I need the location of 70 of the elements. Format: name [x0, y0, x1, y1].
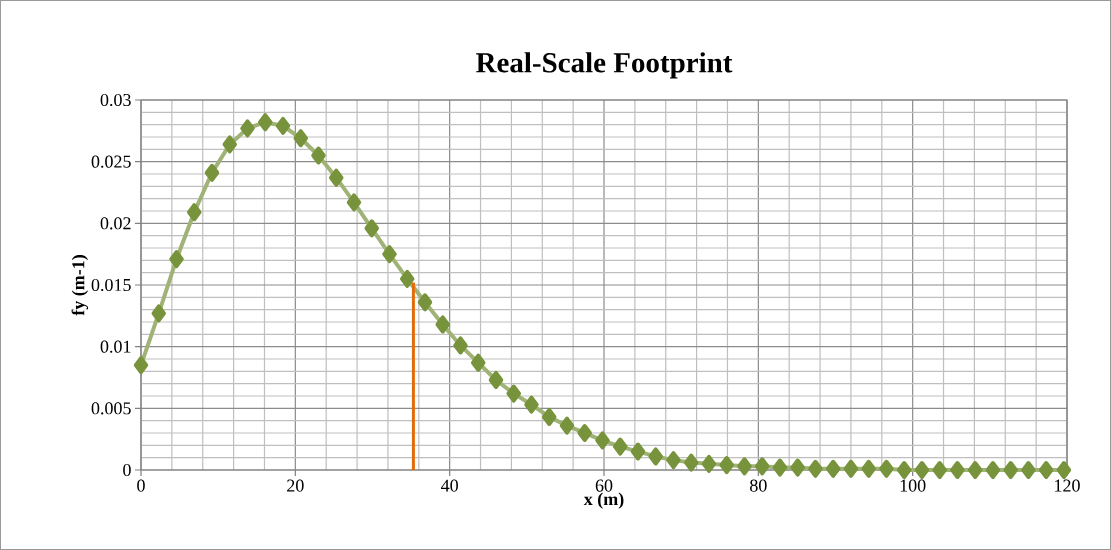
point: [772, 458, 788, 477]
point: [1038, 461, 1054, 479]
y-tick-label: 0: [123, 463, 131, 477]
point: [577, 424, 592, 442]
point: [808, 459, 823, 478]
point: [275, 116, 291, 135]
point: [417, 293, 433, 312]
point: [737, 457, 752, 476]
x-tick-label: 20: [287, 479, 304, 492]
point: [204, 163, 220, 182]
chart-title: Real-Scale Footprint: [476, 52, 733, 79]
point: [1056, 461, 1072, 479]
point: [967, 461, 983, 479]
point: [240, 119, 255, 138]
point: [879, 459, 894, 478]
point: [719, 456, 734, 475]
point: [293, 129, 308, 148]
point: [169, 250, 184, 269]
point: [488, 370, 504, 389]
point: [364, 219, 379, 238]
point: [453, 336, 468, 355]
point: [151, 304, 166, 323]
x-axis-title: x (m): [583, 492, 624, 509]
y-tick-label: 0.005: [91, 402, 131, 415]
point: [896, 461, 912, 479]
point: [1003, 461, 1018, 479]
y-tick-label: 0.03: [100, 93, 131, 107]
y-axis-title: fy (m-1): [71, 255, 89, 316]
point: [133, 356, 149, 375]
point: [861, 459, 876, 478]
point: [932, 461, 947, 479]
point: [524, 395, 539, 414]
x-tick-label: 100: [900, 479, 926, 492]
point: [648, 447, 663, 466]
x-tick-label: 40: [441, 479, 458, 492]
point: [950, 461, 965, 479]
point: [346, 193, 362, 212]
point: [399, 269, 415, 288]
point: [435, 315, 450, 334]
point: [595, 431, 610, 450]
point: [382, 245, 397, 264]
y-tick-label: 0.015: [91, 278, 131, 292]
point: [222, 135, 237, 154]
point: [630, 442, 646, 461]
point: [506, 384, 521, 403]
point: [311, 146, 326, 165]
x-tick-label: 120: [1055, 479, 1080, 492]
point: [843, 459, 859, 478]
point: [187, 203, 202, 222]
point: [754, 457, 770, 476]
point: [1021, 461, 1036, 479]
point: [985, 461, 1001, 479]
point: [559, 416, 575, 435]
point: [470, 353, 486, 372]
x-tick-label: 0: [137, 479, 145, 492]
point: [666, 451, 681, 470]
point: [541, 407, 557, 426]
point: [701, 454, 717, 473]
x-tick-label: 60: [595, 479, 613, 492]
point: [914, 461, 930, 479]
point: [328, 168, 344, 187]
point: [257, 113, 273, 132]
y-tick-label: 0.02: [100, 217, 131, 230]
y-tick-label: 0.025: [91, 155, 131, 168]
x-tick-label: 80: [750, 479, 767, 492]
y-tick-label: 0.01: [100, 340, 131, 353]
point: [790, 458, 805, 477]
point: [825, 459, 841, 478]
point: [683, 453, 699, 472]
point: [612, 437, 628, 456]
